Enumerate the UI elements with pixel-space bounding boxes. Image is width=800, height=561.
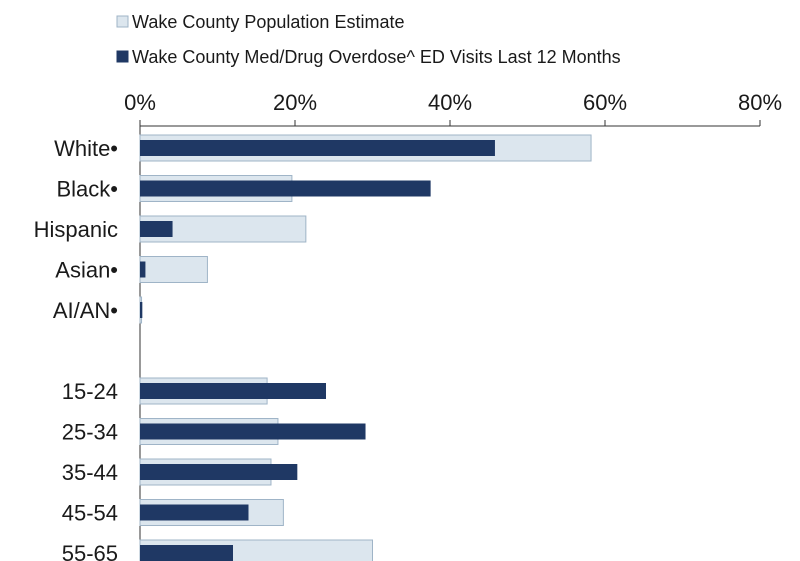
category-label: 55-65 xyxy=(62,541,118,561)
bar-overdose-ed-visits xyxy=(140,140,495,156)
bar-overdose-ed-visits xyxy=(140,302,143,318)
bar-overdose-ed-visits xyxy=(140,423,366,440)
bar-overdose-ed-visits xyxy=(140,261,146,278)
x-tick-label: 80% xyxy=(738,90,782,115)
bar-overdose-ed-visits xyxy=(140,221,173,237)
bar-population-estimate xyxy=(139,256,208,283)
bars xyxy=(139,134,592,561)
category-label: AI/AN• xyxy=(53,298,118,323)
legend-label-1: Wake County Population Estimate xyxy=(132,12,404,32)
x-tick-label: 20% xyxy=(273,90,317,115)
bar-overdose-ed-visits xyxy=(140,180,431,197)
category-label: Asian• xyxy=(55,258,118,283)
x-tick-label: 60% xyxy=(583,90,627,115)
bar-overdose-ed-visits xyxy=(140,545,233,561)
category-labels: White• Black• Hispanic Asian• AI/AN• 15-24 25-… xyxy=(34,136,118,561)
x-axis: 0% 20% 40% 60% 80% xyxy=(124,90,782,552)
bar-overdose-ed-visits xyxy=(140,464,298,480)
bar-overdose-ed-visits xyxy=(140,504,249,521)
legend-label-2: Wake County Med/Drug Overdose^ ED Visits… xyxy=(132,47,621,67)
category-label: Black• xyxy=(57,177,119,202)
bar-overdose-ed-visits xyxy=(140,383,326,399)
category-label: 15-24 xyxy=(62,379,118,404)
category-label: White• xyxy=(54,136,118,161)
x-tick-label: 0% xyxy=(124,90,156,115)
legend: Wake County Population Estimate Wake Coun… xyxy=(116,12,621,67)
legend-swatch-1 xyxy=(116,15,129,28)
category-label: 35-44 xyxy=(62,460,118,485)
category-label: Hispanic xyxy=(34,217,118,242)
legend-swatch-2 xyxy=(116,50,129,63)
category-label: 45-54 xyxy=(62,501,118,526)
x-tick-label: 40% xyxy=(428,90,472,115)
category-label: 25-34 xyxy=(62,420,118,445)
